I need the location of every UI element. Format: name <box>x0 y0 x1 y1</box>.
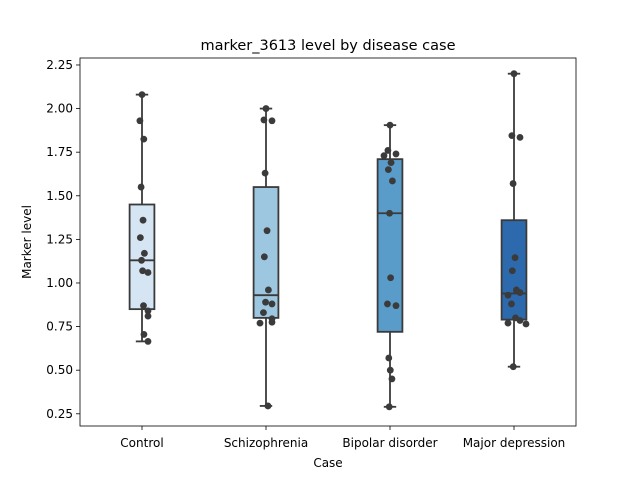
y-tick-label: 1.75 <box>46 145 73 159</box>
data-point <box>387 159 395 167</box>
data-point <box>386 121 394 129</box>
plot-area <box>128 70 530 411</box>
swarm-group <box>136 91 152 345</box>
y-tick-label: 2.00 <box>46 102 73 116</box>
data-point <box>141 249 148 257</box>
data-point <box>387 274 394 282</box>
data-point <box>136 117 144 125</box>
data-point <box>388 375 396 383</box>
y-axis-label: Marker level <box>20 205 34 279</box>
data-point <box>385 354 393 362</box>
data-point <box>144 307 152 315</box>
data-point <box>139 216 147 224</box>
data-point <box>385 403 393 411</box>
data-point <box>516 289 524 296</box>
data-point <box>262 298 269 306</box>
data-point <box>504 319 512 327</box>
x-tick-label: Major depression <box>463 436 566 450</box>
y-tick-label: 0.75 <box>46 320 73 334</box>
y-tick-label: 0.25 <box>46 407 73 421</box>
data-point <box>509 363 517 371</box>
data-point <box>144 338 152 345</box>
data-point <box>508 300 515 308</box>
data-point <box>256 319 264 327</box>
data-point <box>144 269 152 276</box>
x-tick-label: Schizophrenia <box>224 436 308 450</box>
data-point <box>522 320 530 328</box>
data-point <box>516 317 524 324</box>
data-point <box>508 267 516 275</box>
data-point <box>136 234 144 242</box>
data-point <box>137 183 145 191</box>
data-point <box>384 147 392 154</box>
data-point <box>268 300 276 308</box>
data-point <box>264 402 272 410</box>
x-tick-label: Bipolar disorder <box>342 436 437 450</box>
data-point <box>140 331 148 338</box>
data-point <box>384 166 392 174</box>
swarm-group <box>380 121 400 411</box>
data-point <box>139 267 147 275</box>
y-tick-label: 2.25 <box>46 58 73 72</box>
swarm-group <box>504 70 530 371</box>
data-point <box>138 91 146 99</box>
data-point <box>392 302 400 310</box>
y-tick-label: 1.25 <box>46 232 73 246</box>
data-point <box>384 300 391 308</box>
y-tick-label: 1.00 <box>46 276 73 290</box>
data-point <box>392 150 400 158</box>
data-point <box>138 256 145 264</box>
y-tick-label: 0.50 <box>46 363 73 377</box>
plot-frame <box>79 57 577 427</box>
data-point <box>268 117 276 125</box>
data-point <box>144 312 152 320</box>
data-point <box>268 318 276 326</box>
data-point <box>510 70 518 78</box>
box-iqr <box>252 186 280 319</box>
data-point <box>260 116 268 124</box>
y-tick-label: 1.50 <box>46 189 73 203</box>
data-point <box>260 309 267 317</box>
data-point <box>504 291 512 299</box>
data-point <box>386 209 393 217</box>
data-point <box>380 152 388 160</box>
data-point <box>262 105 270 112</box>
data-point <box>511 254 519 262</box>
chart-title: marker_3613 level by disease case <box>201 38 456 54</box>
data-point <box>508 132 516 140</box>
data-point <box>263 227 271 235</box>
x-tick-label: Control <box>120 436 163 450</box>
data-point <box>261 169 269 177</box>
data-point <box>389 177 396 185</box>
data-point <box>386 366 394 374</box>
data-point <box>260 253 268 261</box>
data-point <box>516 133 524 141</box>
data-point <box>265 286 272 294</box>
x-axis-label: Case <box>313 456 342 470</box>
data-point <box>140 135 148 143</box>
swarm-group <box>256 105 276 410</box>
data-point <box>140 302 147 310</box>
data-point <box>509 180 517 187</box>
